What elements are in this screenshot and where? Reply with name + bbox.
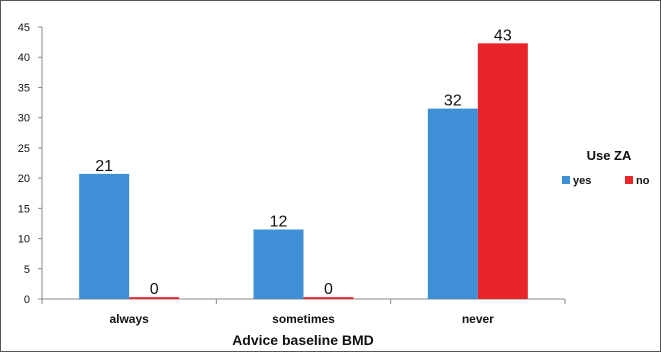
- data-label-yes-always: 21: [95, 158, 113, 175]
- legend: Use ZA yes no: [562, 148, 650, 187]
- y-ticks: 0 5 10 15 20 25 30 35 40 45: [18, 22, 42, 306]
- bar-yes-sometimes: [253, 229, 304, 299]
- x-axis-label: Advice baseline BMD: [232, 332, 374, 348]
- bars: [79, 43, 528, 299]
- bar-no-always: [129, 297, 180, 299]
- y-tick-label: 25: [18, 143, 30, 155]
- category-labels: always sometimes never: [109, 312, 494, 326]
- data-label-no-never: 43: [494, 27, 512, 44]
- category-label-never: never: [462, 312, 494, 326]
- legend-label-no: no: [636, 175, 650, 187]
- y-tick-label: 20: [18, 173, 30, 185]
- bar-yes-always: [79, 173, 130, 299]
- legend-swatch-no: [625, 176, 633, 184]
- data-label-no-always: 0: [150, 281, 159, 298]
- data-label-yes-never: 32: [444, 93, 462, 110]
- y-tick-label: 0: [24, 294, 30, 306]
- y-tick-label: 5: [24, 264, 30, 276]
- legend-title: Use ZA: [587, 148, 632, 163]
- data-label-no-sometimes: 0: [324, 281, 333, 298]
- data-label-yes-sometimes: 12: [270, 213, 288, 230]
- bar-no-never: [477, 43, 528, 299]
- bar-yes-never: [427, 108, 478, 299]
- y-tick-label: 10: [18, 234, 30, 246]
- y-tick-label: 30: [18, 113, 30, 125]
- category-label-sometimes: sometimes: [272, 312, 335, 326]
- x-ticks: [41, 299, 566, 304]
- legend-swatch-yes: [562, 176, 570, 184]
- legend-label-yes: yes: [573, 175, 591, 187]
- data-labels: 21 0 12 0 32 43: [95, 27, 512, 298]
- y-tick-label: 45: [18, 22, 30, 34]
- bar-no-sometimes: [303, 297, 354, 299]
- y-tick-label: 35: [18, 82, 30, 94]
- y-tick-label: 40: [18, 52, 30, 64]
- y-tick-label: 15: [18, 203, 30, 215]
- category-label-always: always: [109, 312, 149, 326]
